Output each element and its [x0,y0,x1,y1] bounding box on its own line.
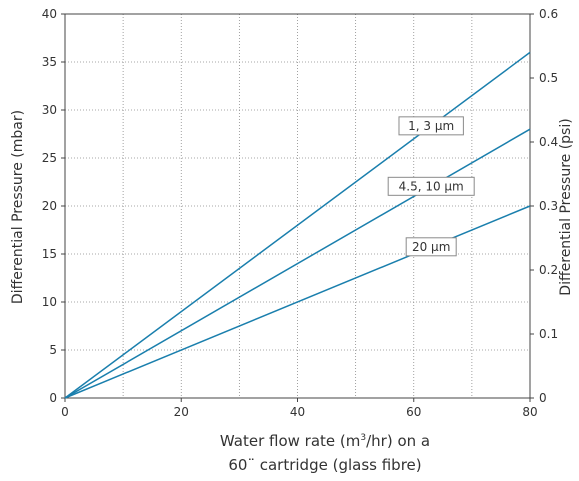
y-tick-label: 15 [42,247,57,261]
y-tick-label: 40 [42,7,57,21]
y-tick-label: 35 [42,55,57,69]
y-tick-label: 30 [42,103,57,117]
series-label-box-2 [387,176,475,196]
x-tick-label: 80 [522,405,537,419]
y2-tick-label: 0.4 [539,135,558,149]
y-tick-label: 5 [49,343,57,357]
y2-tick-label: 0.5 [539,71,558,85]
y-tick-label: 10 [42,295,57,309]
series-label-2: 4.5, 10 µm [399,179,464,193]
series-line-2 [64,128,531,399]
y-tick-label: 0 [49,391,57,405]
y-tick-label: 20 [42,199,57,213]
y2-tick-label: 0.3 [539,199,558,213]
y2-tick-label: 0.1 [539,327,558,341]
y-axis-title: Differential Pressure (mbar) [10,110,26,304]
series-labels: 1, 3 µm 4.5, 10 µm 20 µm [387,116,475,257]
x-tick-label: 60 [406,405,421,419]
series-label-3: 20 µm [412,240,450,254]
x-axis-title-rest: /hr) on a [366,432,430,450]
x-axis-title-line2: 60¨ cartridge (glass fibre) [228,456,421,474]
bottom-axis: 0 20 40 60 80 [61,398,538,419]
x-tick-label: 20 [174,405,189,419]
series-line-1 [64,51,531,399]
right-axis: 0 0.1 0.2 0.3 0.4 0.5 0.6 [530,7,558,405]
x-axis-title-main: Water flow rate (m [220,432,360,450]
left-axis: 0 5 10 15 20 25 30 35 40 [42,7,65,405]
y2-axis-title: Differential Pressure (psi) [558,118,574,295]
series-label-1: 1, 3 µm [408,119,454,133]
x-tick-label: 40 [290,405,305,419]
grid [65,14,530,398]
y2-tick-label: 0 [539,391,547,405]
y-tick-label: 25 [42,151,57,165]
series-label-box-1 [398,116,464,136]
x-axis-title: Water flow rate (m3/hr) on a [220,432,430,450]
x-axis-title-sup: 3 [360,433,366,443]
y2-tick-label: 0.6 [539,7,558,21]
y2-tick-label: 0.2 [539,263,558,277]
series-label-box-3 [405,237,457,257]
x-tick-label: 0 [61,405,69,419]
